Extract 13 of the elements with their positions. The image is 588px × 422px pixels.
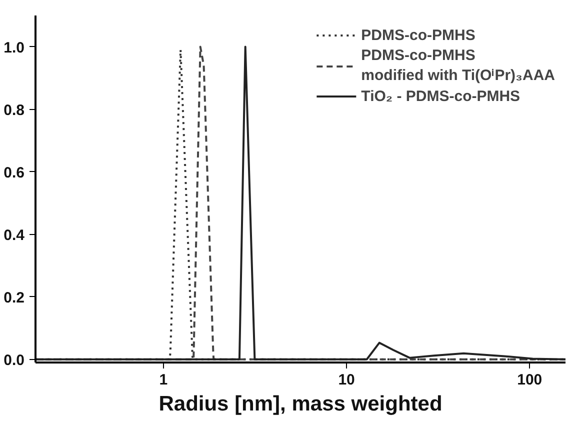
legend-label: PDMS-co-PMHS (361, 26, 476, 44)
y-tick-label: 0.0 (4, 352, 25, 369)
legend-label: TiO₂ - PDMS-co-PMHS (361, 88, 520, 104)
y-tick-label: 0.6 (4, 164, 25, 182)
y-tick-label: 0.2 (4, 289, 25, 306)
y-tick-label: 0.8 (4, 102, 25, 119)
x-axis-title: Radius [nm], mass weighted (158, 392, 442, 416)
x-tick-label: 10 (338, 372, 355, 388)
y-tick-label: 0.4 (4, 226, 26, 244)
legend-label: PDMS-co-PMHS modified with Ti(OⁱPr)₃AAA (361, 47, 555, 84)
y-tick-label: 1.0 (4, 39, 25, 56)
x-tick-label: 100 (517, 372, 542, 388)
x-tick-label: 1 (159, 372, 168, 388)
